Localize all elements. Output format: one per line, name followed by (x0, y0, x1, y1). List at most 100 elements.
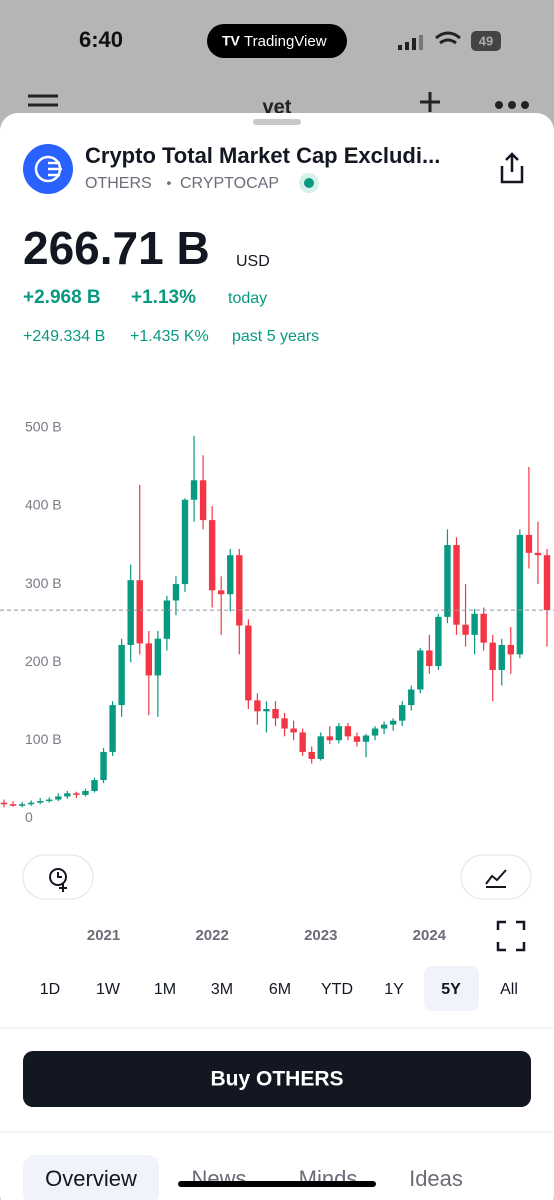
candle-body (426, 650, 433, 667)
candle-body (399, 705, 406, 721)
range-option[interactable]: 5Y (441, 981, 461, 998)
candle-body (263, 708, 270, 712)
candle-body (326, 736, 333, 741)
tab[interactable]: Ideas (409, 1166, 463, 1191)
candle-body (317, 736, 324, 759)
candle-body (190, 480, 198, 500)
candle-body (181, 499, 189, 585)
chart: 0 100 B 200 B 300 B 400 B 500 B 2021 2022 2023 20… (0, 419, 554, 944)
candle-body (18, 804, 26, 806)
candle-body (199, 480, 207, 521)
x-tick-label: 2023 (304, 927, 337, 944)
range-option[interactable]: 1M (154, 981, 176, 998)
candle-body (91, 780, 98, 791)
menu-icon[interactable] (28, 94, 58, 107)
tab-selected (23, 1155, 159, 1200)
pill-logo: TV (222, 33, 241, 49)
more-icon[interactable] (495, 101, 529, 109)
separator: • (167, 175, 172, 191)
range-option[interactable]: 6M (269, 981, 291, 998)
candle-body (471, 613, 478, 635)
add-icon[interactable] (420, 92, 440, 112)
candle-body (281, 718, 288, 729)
symbol-name: Crypto Total Market Cap Excludi... (85, 143, 440, 168)
share-icon[interactable] (500, 152, 524, 184)
candle-body (254, 700, 261, 712)
buy-label: Buy OTHERS (210, 1068, 343, 1091)
candle-body (46, 799, 53, 802)
exchange: CRYPTOCAP (180, 175, 279, 192)
candle-body (82, 790, 89, 795)
candle-body (154, 638, 162, 676)
candle-body (543, 555, 551, 611)
y-tick-label: 200 B (25, 653, 62, 669)
price: 266.71 B (23, 222, 210, 274)
candle-body (37, 801, 44, 803)
range-selected (424, 966, 479, 1011)
candle-body (236, 555, 243, 626)
fullscreen-icon[interactable] (496, 920, 526, 952)
candle-body (299, 732, 306, 752)
alert-icon (49, 868, 68, 892)
long-change-pct: +1.435 K% (130, 328, 209, 345)
candle-body (371, 728, 379, 736)
change-pct: +1.13% (131, 287, 196, 308)
x-tick-label: 2024 (413, 927, 447, 944)
status-dot (304, 178, 314, 188)
range-option[interactable]: 1W (96, 981, 121, 998)
buy-button[interactable] (23, 1051, 531, 1107)
change: +2.968 B (23, 287, 101, 308)
range-option[interactable]: 1D (40, 981, 60, 998)
candle-body (272, 708, 279, 719)
tab[interactable]: News (191, 1166, 246, 1191)
candle-body (73, 793, 80, 795)
wifi (435, 31, 461, 45)
candle-body (353, 736, 361, 742)
home-indicator (178, 1181, 376, 1187)
candle-body (245, 625, 252, 701)
tab[interactable]: Overview (45, 1166, 137, 1191)
battery-level: 49 (479, 33, 493, 48)
change-period: today (228, 290, 267, 307)
candle-body (109, 705, 116, 752)
candle-body (516, 534, 524, 655)
candle-body (118, 644, 125, 706)
candle-body (9, 804, 17, 806)
tab-bar: Overview News Minds Ideas (45, 1166, 463, 1191)
candle-body (335, 726, 343, 741)
candle-body (218, 590, 225, 595)
indicator-button[interactable] (460, 854, 532, 900)
candle-body (163, 600, 171, 639)
y-tick-label: 400 B (25, 497, 62, 513)
range-option[interactable]: 3M (211, 981, 233, 998)
x-tick-label: 2022 (195, 927, 228, 944)
candle-body (136, 580, 143, 644)
signal (398, 35, 423, 50)
tab[interactable]: Minds (299, 1166, 358, 1191)
nav-title: vet (263, 96, 292, 118)
candle-body (435, 616, 442, 667)
candle-body (208, 520, 216, 591)
indicator-icon (485, 869, 507, 888)
candle-body (453, 545, 460, 625)
y-tick-label: 100 B (25, 731, 62, 747)
candle-body (145, 643, 152, 676)
ticker: OTHERS (85, 175, 152, 192)
range-bar: 1D 1W 1M 3M 6M YTD 1Y 5Y All (40, 966, 518, 1011)
candle-body (55, 796, 62, 800)
currency: USD (236, 253, 270, 270)
app-pill (207, 24, 347, 58)
range-option[interactable]: All (500, 981, 518, 998)
candle-body (408, 689, 415, 706)
range-option[interactable]: YTD (321, 981, 353, 998)
candle-body (127, 580, 134, 645)
candle-body (290, 728, 297, 733)
y-tick-label: 500 B (25, 419, 62, 435)
long-change: +249.334 B (23, 328, 105, 345)
sheet-handle[interactable] (253, 119, 301, 125)
candle-body (380, 724, 388, 729)
range-option[interactable]: 1Y (384, 981, 404, 998)
candle-body (308, 751, 315, 759)
